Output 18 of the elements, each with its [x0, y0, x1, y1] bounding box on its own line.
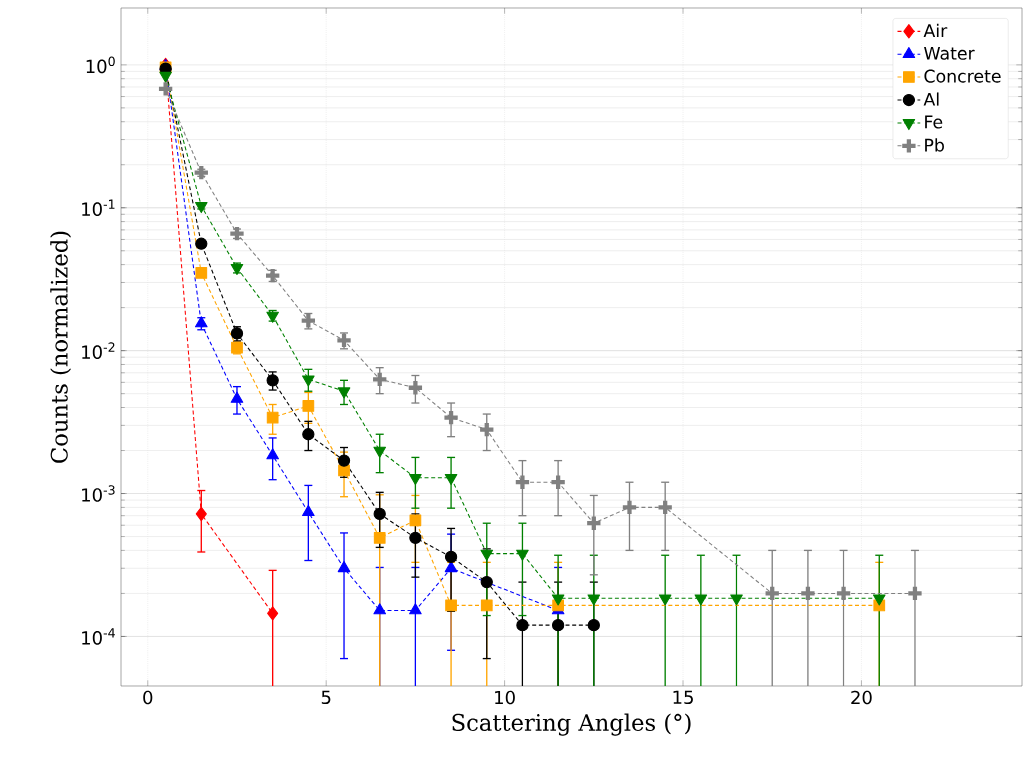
x-axis-title: Scattering Angles (°): [452, 713, 691, 736]
x-tick-label: 0: [143, 690, 153, 705]
x-tick-label: 15: [673, 690, 693, 705]
x-tick-label: 20: [851, 690, 872, 705]
y-tick-label: 10$^{-1}$: [82, 199, 115, 216]
x-tick-label: 10: [495, 690, 515, 705]
legend-label: Al: [923, 92, 939, 106]
legend-label: Air: [923, 23, 948, 37]
y-tick-label: 10$^{-2}$: [82, 342, 115, 359]
legend-label: Fe: [925, 115, 943, 129]
y-tick-label: 10$^{-3}$: [82, 485, 115, 502]
y-tick-label: 10$^{-4}$: [82, 628, 115, 645]
legend-label: Water: [924, 46, 975, 60]
y-tick-label: 10$^{0}$: [86, 56, 115, 74]
legend-label: Pb: [925, 138, 944, 152]
x-tick-label: 5: [321, 690, 331, 705]
y-axis-title: Counts (normalized): [50, 231, 72, 463]
legend-label: Concrete: [924, 69, 1001, 83]
